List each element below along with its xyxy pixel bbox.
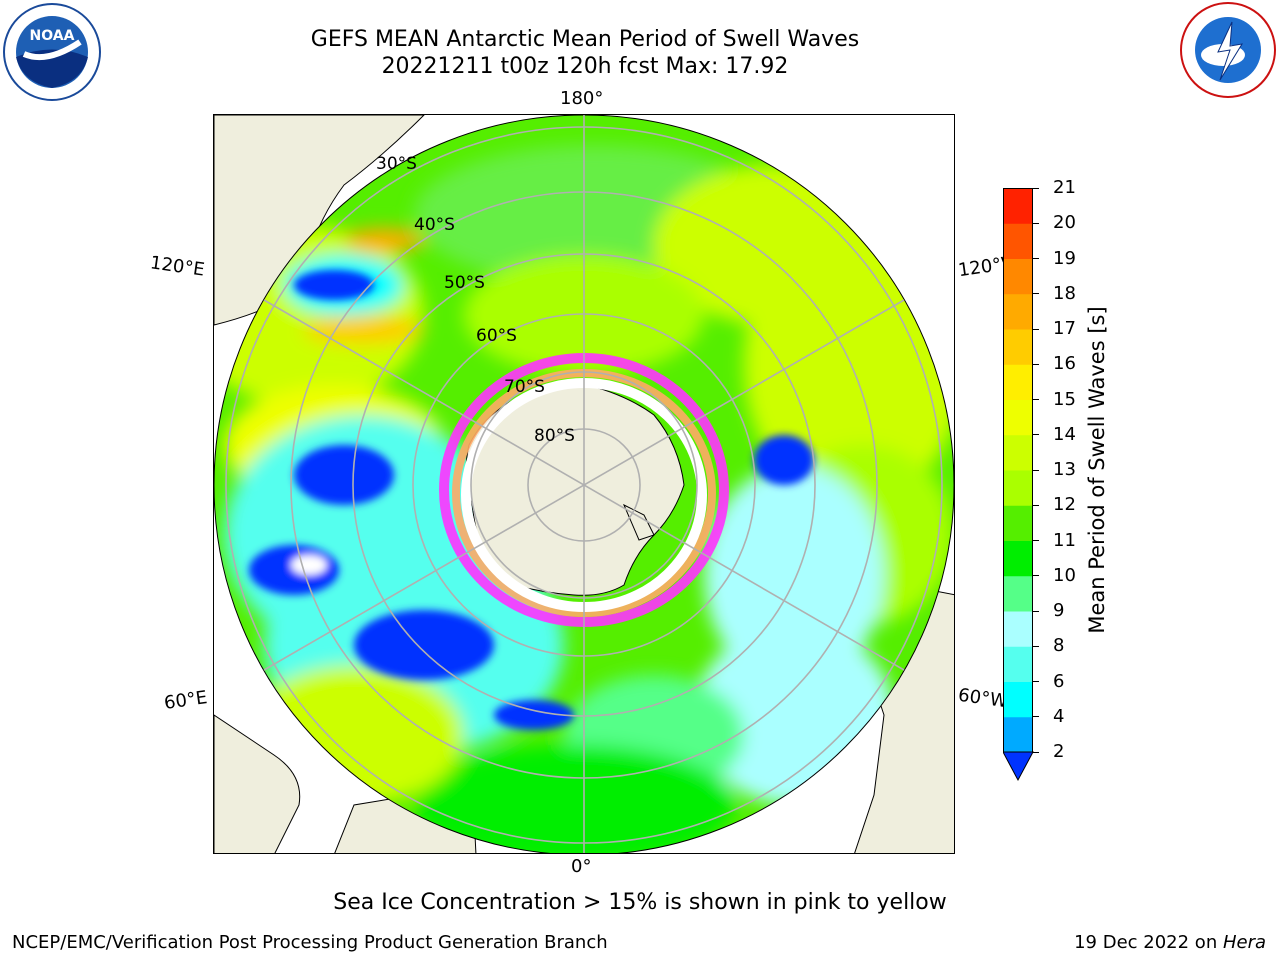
colorbar-tick-label: 6 <box>1053 670 1065 692</box>
colorbar-cell <box>1003 293 1033 330</box>
colorbar-cell <box>1003 258 1033 295</box>
title-line-1: GEFS MEAN Antarctic Mean Period of Swell… <box>310 27 860 52</box>
colorbar-tick-mark <box>1033 751 1039 753</box>
colorbar-cell <box>1003 399 1033 436</box>
colorbar-tick-label: 2 <box>1053 741 1065 762</box>
colorbar-tick-label: 4 <box>1053 705 1065 727</box>
latitude-labels: 30°S 40°S 50°S 60°S 70°S 80°S <box>376 154 575 446</box>
colorbar-cell <box>1003 434 1033 471</box>
colorbar-extension <box>1002 751 1034 782</box>
colorbar-cell <box>1003 716 1033 753</box>
polar-map: 30°S 40°S 50°S 60°S 70°S 80°S <box>213 114 955 854</box>
colorbar-cell <box>1003 470 1033 506</box>
colorbar-tick-label: 11 <box>1053 529 1076 551</box>
footer-date: 19 Dec 2022 on Hera <box>1074 932 1266 953</box>
colorbar-cell <box>1003 611 1033 647</box>
footer-date-text: 19 Dec 2022 on <box>1074 932 1223 953</box>
lon-label-0: 0° <box>571 856 592 877</box>
colorbar-tick-label: 12 <box>1053 494 1076 516</box>
colorbar-tick-label: 16 <box>1053 353 1076 375</box>
colorbar-tick-mark <box>1033 434 1039 436</box>
colorbar-cell <box>1003 364 1033 400</box>
noaa-logo: NOAA <box>2 2 102 106</box>
colorbar-tick-mark <box>1033 399 1039 400</box>
colorbar-tick-mark <box>1033 716 1039 718</box>
colorbar-tick-mark <box>1033 469 1039 471</box>
colorbar-cell <box>1003 223 1033 259</box>
colorbar-tick-mark <box>1033 187 1039 189</box>
colorbar-tick-label: 8 <box>1053 635 1065 657</box>
lat-label-50s: 50°S <box>444 273 485 293</box>
colorbar-tick-mark <box>1033 363 1039 365</box>
colorbar-tick-label: 10 <box>1053 564 1076 586</box>
colorbar-tick-mark <box>1033 504 1039 506</box>
lon-label-180: 180° <box>560 88 604 109</box>
colorbar-cell <box>1003 329 1033 365</box>
colorbar-tick-mark <box>1033 610 1039 612</box>
lat-label-70s: 70°S <box>504 377 545 397</box>
colorbar-tick-mark <box>1033 258 1039 259</box>
lon-label-60e: 60°E <box>162 687 209 714</box>
footer-producer: NCEP/EMC/Verification Post Processing Pr… <box>12 932 608 953</box>
colorbar-tick-mark <box>1033 575 1039 577</box>
noaa-logo-text: NOAA <box>30 28 75 44</box>
graticule <box>214 115 954 853</box>
lat-label-30s: 30°S <box>376 154 417 174</box>
colorbar-outline <box>1003 188 1033 753</box>
colorbar-tick-mark <box>1033 681 1039 682</box>
colorbar-label: Mean Period of Swell Waves [s] <box>1085 306 1109 634</box>
colorbar-tick-label: 13 <box>1053 459 1076 480</box>
colorbar-tick-mark <box>1033 645 1039 647</box>
colorbar-tick-label: 20 <box>1053 212 1076 234</box>
colorbar-cell <box>1003 681 1033 718</box>
colorbar-tick-mark <box>1033 540 1039 541</box>
footer-host: Hera <box>1222 932 1266 953</box>
colorbar-tick-label: 19 <box>1053 247 1076 269</box>
colorbar-tick-mark <box>1033 222 1039 224</box>
sea-ice-note: Sea Ice Concentration > 15% is shown in … <box>333 890 947 915</box>
lat-label-60s: 60°S <box>476 326 517 346</box>
nws-logo <box>1176 0 1280 104</box>
colorbar-tick-label: 14 <box>1053 423 1076 445</box>
colorbar-cell <box>1003 540 1033 577</box>
lon-label-120e: 120°E <box>148 252 206 281</box>
colorbar-cell <box>1003 646 1033 682</box>
colorbar <box>1002 188 1043 788</box>
colorbar-tick-label: 17 <box>1053 318 1076 339</box>
colorbar-cell <box>1003 575 1033 612</box>
title-line-2: 20221211 t00z 120h fcst Max: 17.92 <box>381 54 789 79</box>
colorbar-tick-label: 21 <box>1053 177 1076 198</box>
lat-label-40s: 40°S <box>414 215 455 235</box>
colorbar-tick-label: 9 <box>1053 600 1065 621</box>
colorbar-tick-label: 18 <box>1053 282 1076 304</box>
colorbar-tick-label: 15 <box>1053 388 1076 410</box>
colorbar-tick-mark <box>1033 328 1039 330</box>
colorbar-tick-mark <box>1033 293 1039 295</box>
lat-label-80s: 80°S <box>534 426 575 446</box>
colorbar-cell <box>1003 505 1033 541</box>
lon-label-60w: 60°W <box>956 684 1009 713</box>
colorbar-cell <box>1003 188 1033 224</box>
